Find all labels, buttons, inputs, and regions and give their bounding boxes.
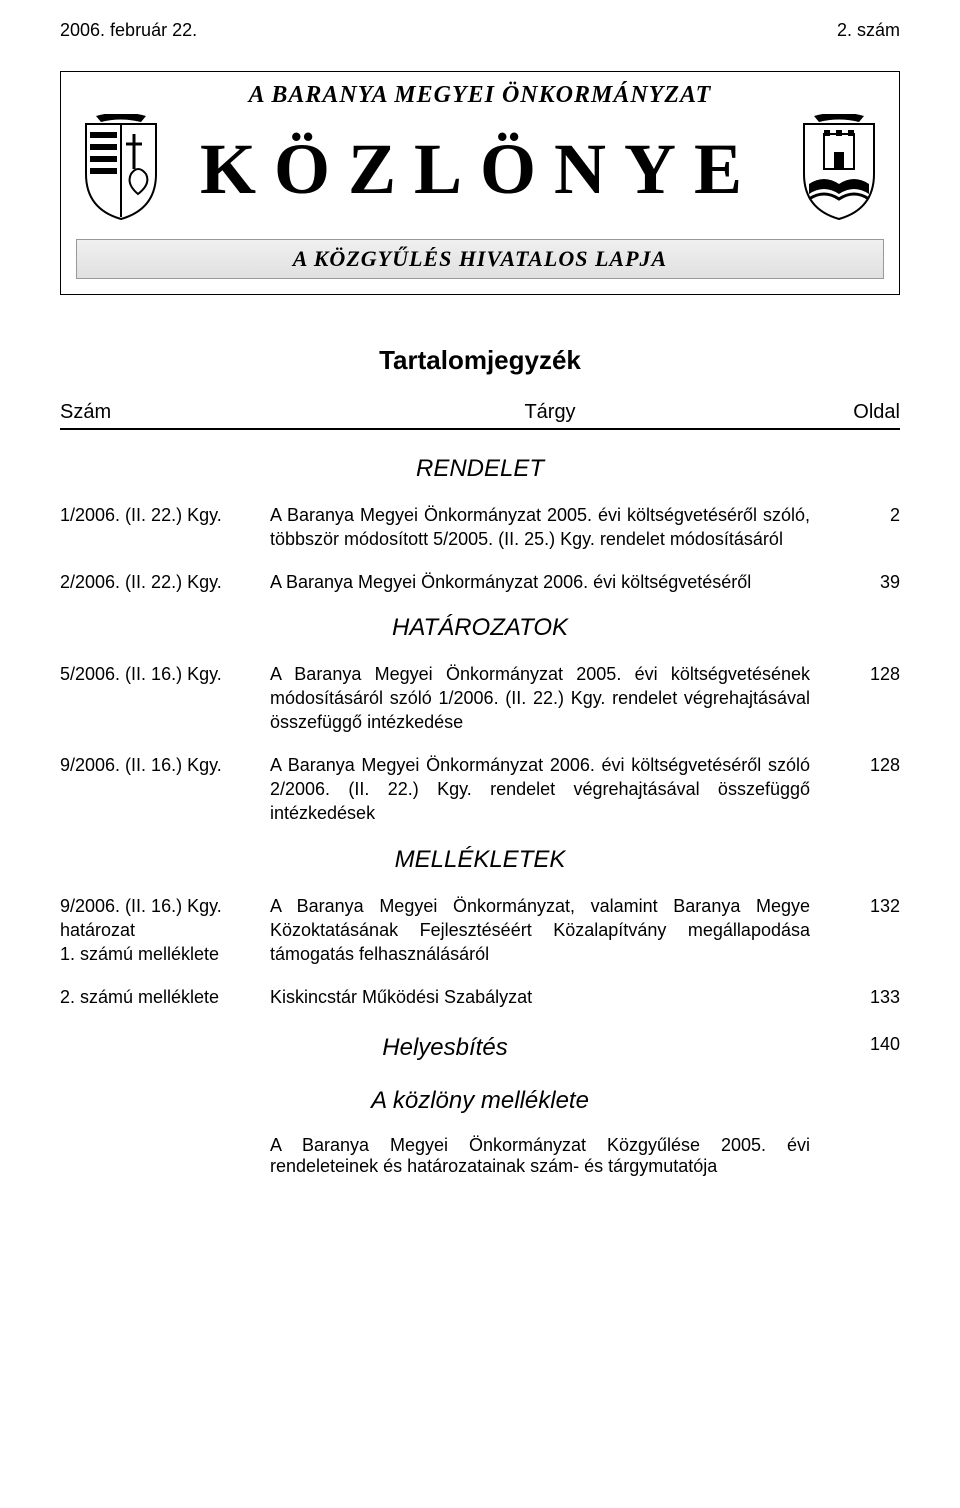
coat-of-arms-right-icon	[794, 114, 884, 224]
col-header-oldal: Oldal	[830, 401, 900, 424]
toc-row: 2/2006. (II. 22.) Kgy. A Baranya Megyei …	[60, 570, 900, 594]
masthead-main: KÖZLÖNYE	[76, 114, 884, 224]
row-targy: A Baranya Megyei Önkormányzat 2006. évi …	[270, 570, 830, 594]
row-szam: 5/2006. (II. 16.) Kgy.	[60, 662, 270, 735]
row-oldal: 132	[830, 894, 900, 967]
row-oldal: 128	[830, 753, 900, 826]
masthead-title: KÖZLÖNYE	[176, 133, 784, 205]
section-heading-hatarozatok: HATÁROZATOK	[60, 614, 900, 642]
section-heading-mellekletek: MELLÉKLETEK	[60, 846, 900, 874]
toc-title: Tartalomjegyzék	[60, 345, 900, 376]
helyesbites-row: Helyesbítés 140	[60, 1034, 900, 1062]
helyesbites-label: Helyesbítés	[60, 1034, 830, 1062]
row-targy: A Baranya Megyei Önkormányzat 2006. évi …	[270, 753, 830, 826]
top-line: 2006. február 22. 2. szám	[60, 20, 900, 41]
helyesbites-page: 140	[830, 1034, 900, 1062]
row-targy: A Baranya Megyei Önkormányzat 2005. évi …	[270, 662, 830, 735]
row-oldal: 2	[830, 503, 900, 552]
row-szam: 9/2006. (II. 16.) Kgy. határozat 1. szám…	[60, 894, 270, 967]
col-header-szam: Szám	[60, 401, 270, 424]
coat-of-arms-left-icon	[76, 114, 166, 224]
footer-block: A közlöny melléklete A Baranya Megyei Ön…	[60, 1087, 900, 1177]
footer-text: A Baranya Megyei Önkormányzat Közgyűlése…	[270, 1135, 900, 1177]
row-szam: 9/2006. (II. 16.) Kgy.	[60, 753, 270, 826]
masthead-line1: A BARANYA MEGYEI ÖNKORMÁNYZAT	[76, 82, 884, 109]
row-oldal: 128	[830, 662, 900, 735]
row-szam: 1/2006. (II. 22.) Kgy.	[60, 503, 270, 552]
issue-date: 2006. február 22.	[60, 20, 197, 41]
toc-row: 1/2006. (II. 22.) Kgy. A Baranya Megyei …	[60, 503, 900, 552]
row-targy: Kiskincstár Működési Szabályzat	[270, 985, 830, 1009]
footer-heading: A közlöny melléklete	[60, 1087, 900, 1115]
masthead-subtitle-box: A KÖZGYŰLÉS HIVATALOS LAPJA	[76, 239, 884, 279]
row-oldal: 39	[830, 570, 900, 594]
row-szam: 2. számú melléklete	[60, 985, 270, 1009]
issue-number: 2. szám	[837, 20, 900, 41]
section-heading-rendelet: RENDELET	[60, 455, 900, 483]
toc-row: 9/2006. (II. 16.) Kgy. A Baranya Megyei …	[60, 753, 900, 826]
toc-row: 5/2006. (II. 16.) Kgy. A Baranya Megyei …	[60, 662, 900, 735]
masthead-subtitle: A KÖZGYŰLÉS HIVATALOS LAPJA	[83, 246, 877, 272]
toc-header-row: Szám Tárgy Oldal	[60, 401, 900, 430]
document-page: 2006. február 22. 2. szám A BARANYA MEGY…	[0, 0, 960, 1217]
masthead: A BARANYA MEGYEI ÖNKORMÁNYZAT KÖZLÖNYE	[60, 71, 900, 295]
toc-row: 2. számú melléklete Kiskincstár Működési…	[60, 985, 900, 1009]
row-oldal: 133	[830, 985, 900, 1009]
toc-row: 9/2006. (II. 16.) Kgy. határozat 1. szám…	[60, 894, 900, 967]
row-targy: A Baranya Megyei Önkormányzat, valamint …	[270, 894, 830, 967]
row-szam: 2/2006. (II. 22.) Kgy.	[60, 570, 270, 594]
col-header-targy: Tárgy	[270, 401, 830, 424]
row-targy: A Baranya Megyei Önkormányzat 2005. évi …	[270, 503, 830, 552]
